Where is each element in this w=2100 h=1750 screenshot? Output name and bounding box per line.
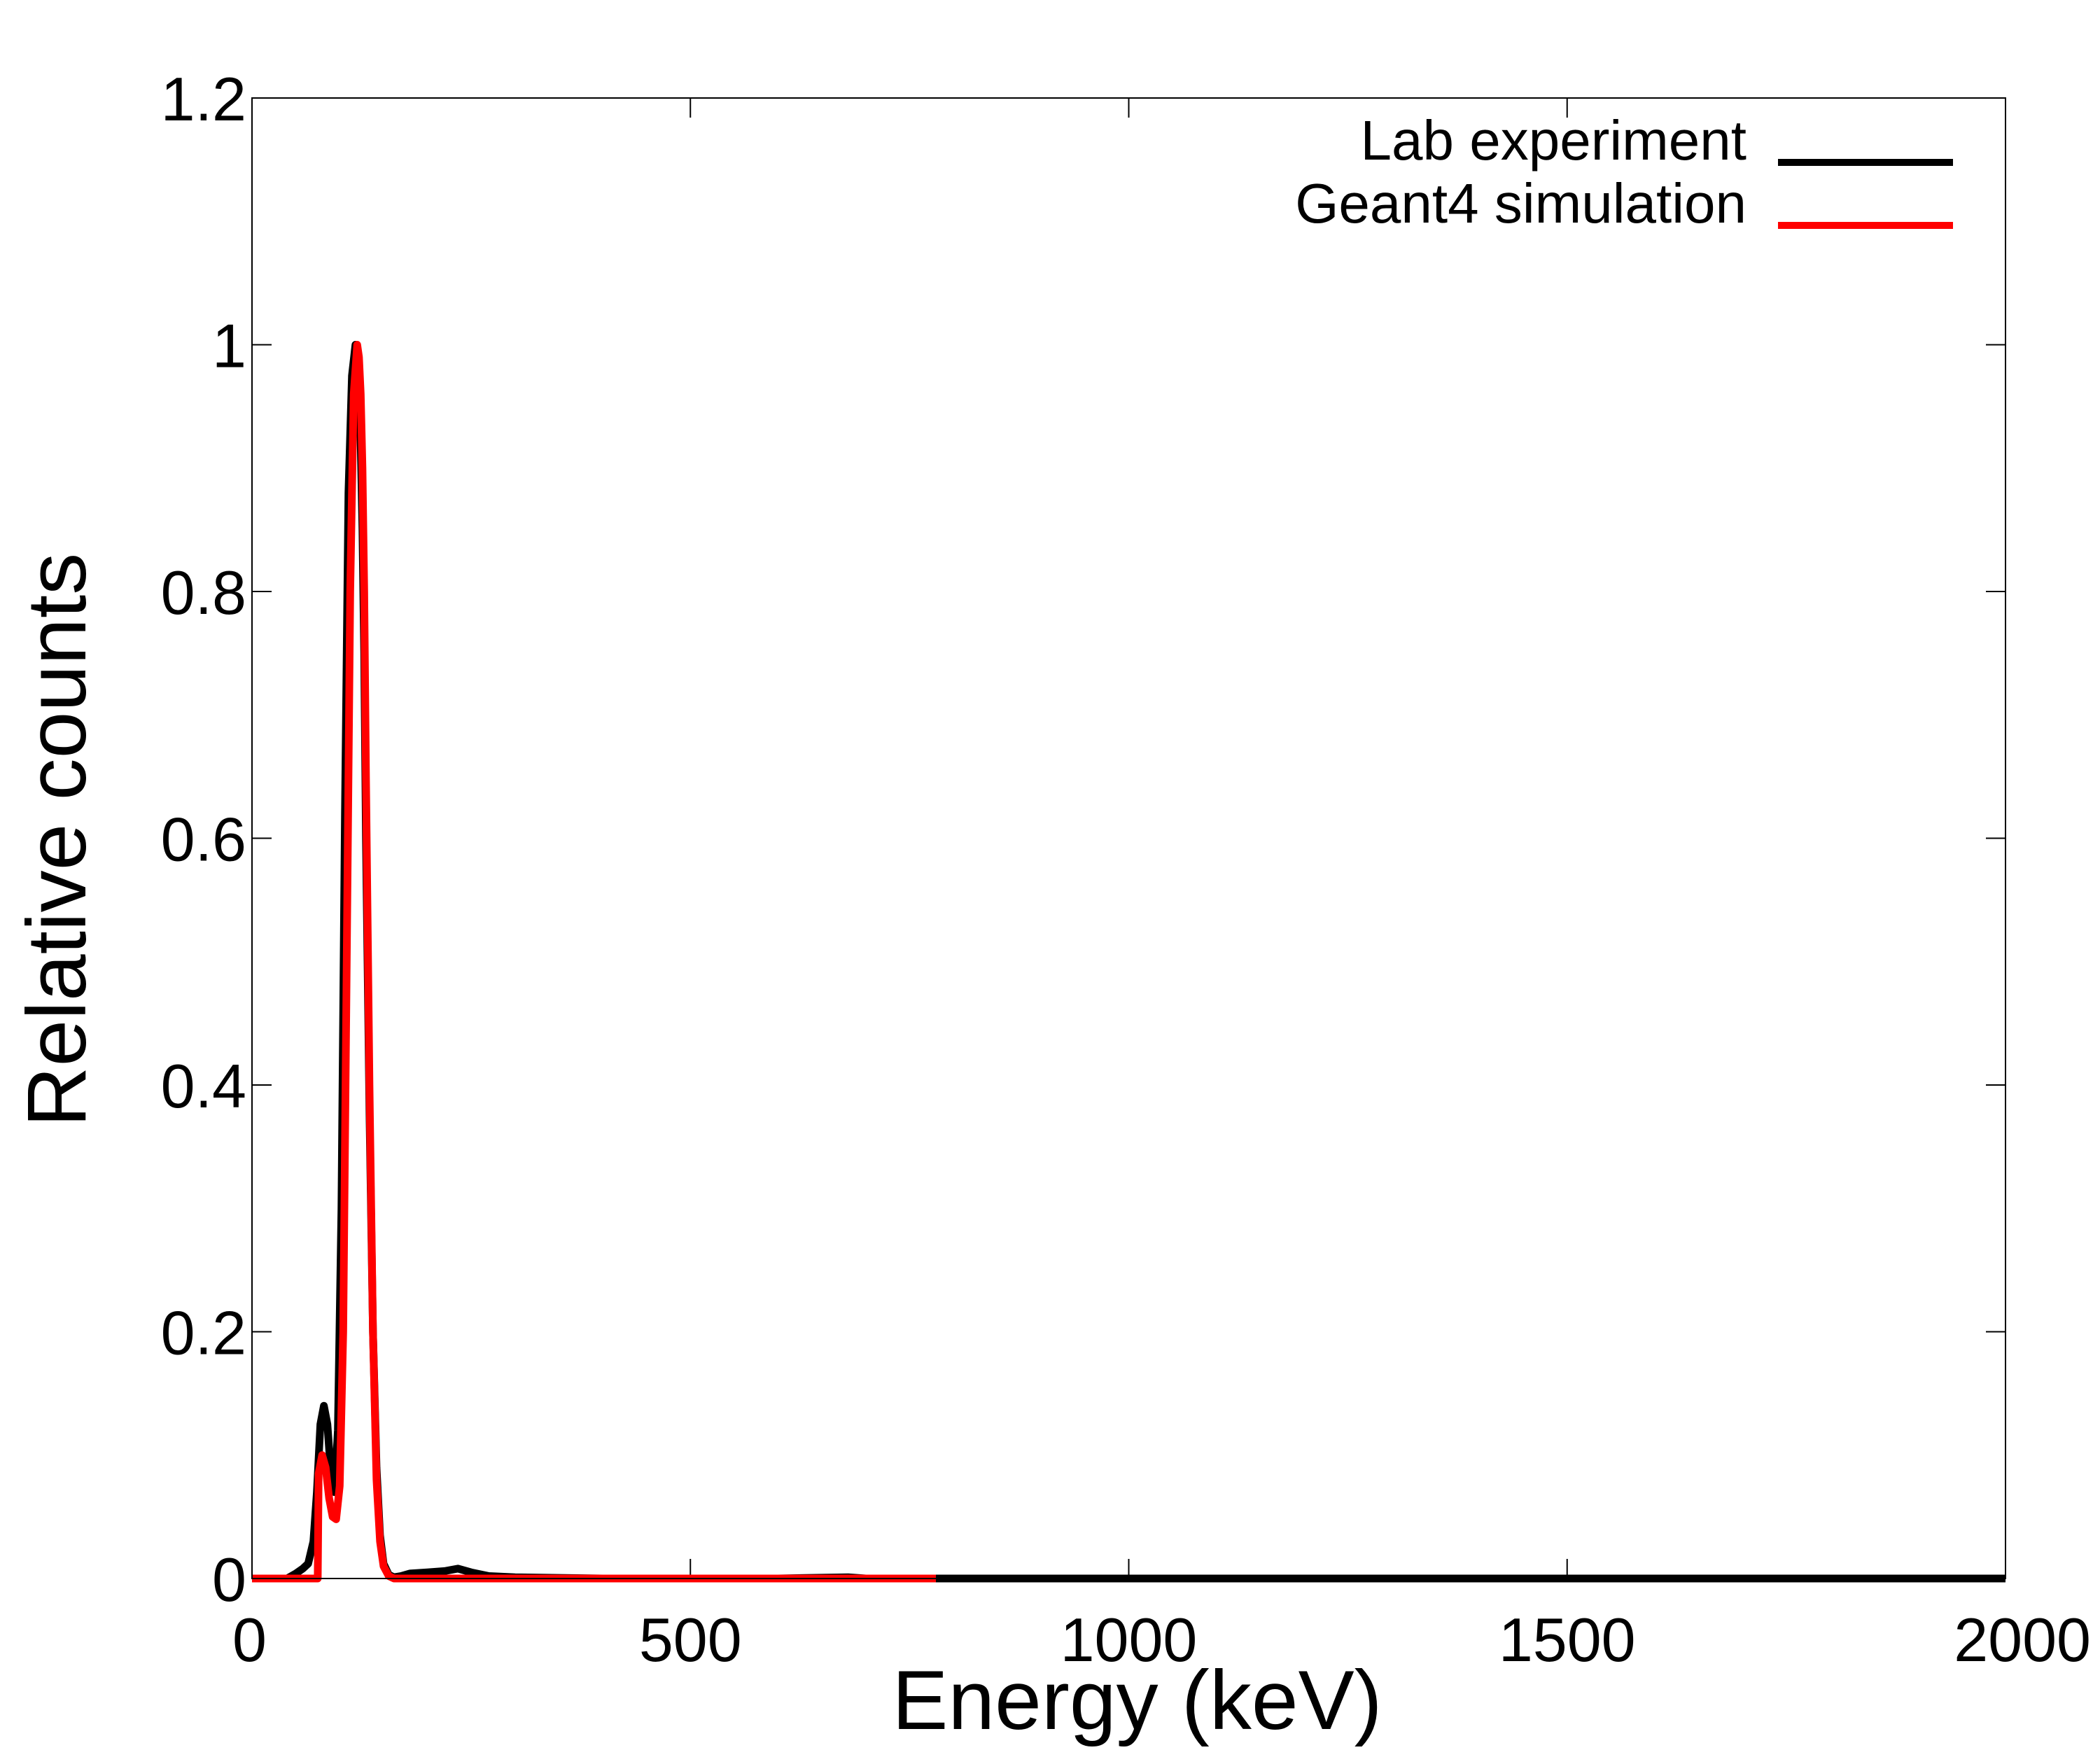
y-tick-label: 0.8 (161, 558, 246, 627)
legend-label: Geant4 simulation (1295, 172, 1746, 234)
x-tick-label: 0 (232, 1605, 267, 1674)
y-tick-label: 0.6 (161, 805, 246, 874)
y-tick-label: 1.2 (161, 64, 246, 134)
x-tick-labels: 0 500 1000 1500 2000 (232, 1605, 2091, 1674)
legend-label: Lab experiment (1361, 109, 1746, 172)
y-tick-label: 0 (212, 1545, 246, 1614)
x-axis-title: Energy (keV) (892, 1653, 1382, 1747)
y-tick-label: 0.4 (161, 1051, 246, 1121)
plot-frame (251, 97, 2006, 1579)
x-tick-label: 1500 (1499, 1605, 1636, 1674)
y-tick-label: 1 (212, 312, 246, 381)
y-tick-label: 0.2 (161, 1298, 246, 1368)
x-tick-label: 1000 (1060, 1605, 1198, 1674)
x-tick-label: 500 (639, 1605, 742, 1674)
x-tick-label: 2000 (1954, 1605, 2091, 1674)
y-axis-title: Relative counts (10, 553, 104, 1127)
y-tick-labels: 0 0.2 0.4 0.6 0.8 1 1.2 (161, 64, 246, 1614)
